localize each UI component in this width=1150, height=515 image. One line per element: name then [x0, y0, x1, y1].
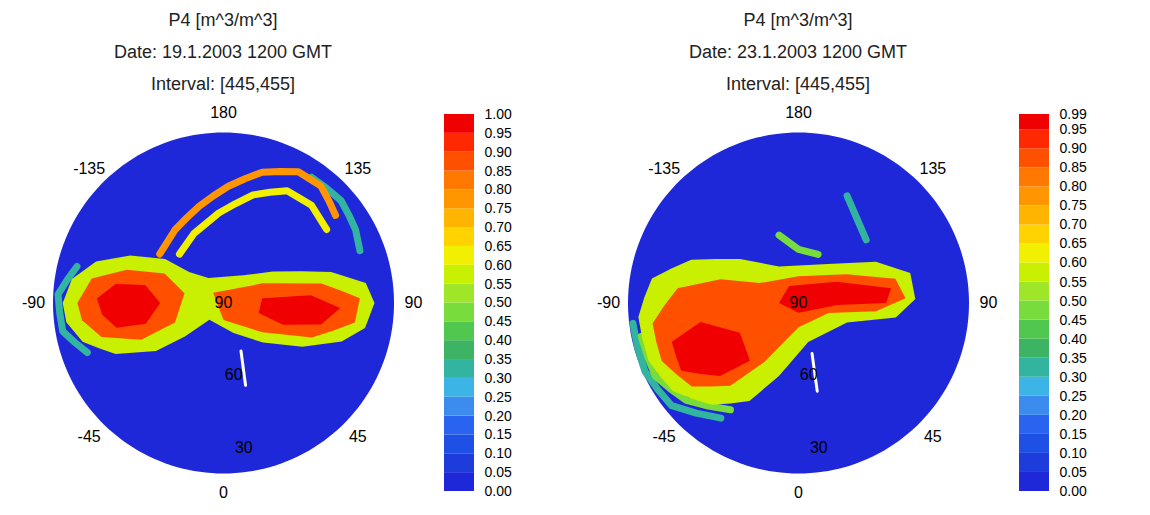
svg-text:-135: -135 [73, 160, 105, 177]
svg-text:0.65: 0.65 [1060, 235, 1087, 251]
html-text:Date: 23.1.2003 1200 GMT: Date: 23.1.2003 1200 GMT [688, 42, 908, 62]
svg-text:-135: -135 [648, 160, 680, 177]
svg-text:0.30: 0.30 [1060, 369, 1087, 385]
svg-text:60: 60 [225, 366, 243, 383]
html-text:P4 [m^3/m^3]: P4 [m^3/m^3] [743, 10, 853, 30]
svg-text:0.00: 0.00 [1060, 483, 1087, 499]
svg-text:0.70: 0.70 [485, 219, 512, 235]
svg-text:0.15: 0.15 [485, 426, 512, 442]
svg-text:90: 90 [790, 294, 808, 311]
svg-text:0.35: 0.35 [485, 351, 512, 367]
html-text:Interval: [445,455]: Interval: [445,455] [725, 74, 870, 94]
svg-text:90: 90 [980, 294, 998, 311]
svg-text:180: 180 [210, 104, 237, 121]
svg-text:0.85: 0.85 [485, 163, 512, 179]
svg-text:0.60: 0.60 [1060, 254, 1087, 270]
svg-text:-45: -45 [78, 428, 101, 445]
svg-text:0.55: 0.55 [485, 276, 512, 292]
svg-text:0.90: 0.90 [485, 144, 512, 160]
svg-text:-90: -90 [22, 294, 45, 311]
svg-text:0.25: 0.25 [485, 389, 512, 405]
svg-text:0.25: 0.25 [1060, 388, 1087, 404]
svg-text:0.65: 0.65 [485, 238, 512, 254]
svg-text:0.80: 0.80 [485, 181, 512, 197]
svg-text:0: 0 [219, 484, 228, 501]
svg-text:0.90: 0.90 [1060, 140, 1087, 156]
svg-text:0.99: 0.99 [1060, 106, 1087, 122]
svg-text:135: 135 [919, 160, 946, 177]
svg-text:0.15: 0.15 [1060, 426, 1087, 442]
svg-text:90: 90 [215, 294, 233, 311]
svg-text:0.10: 0.10 [1060, 445, 1087, 461]
html-text:Date: 19.1.2003 1200 GMT: Date: 19.1.2003 1200 GMT [113, 42, 333, 62]
svg-text:30: 30 [810, 439, 828, 456]
svg-text:-45: -45 [653, 428, 676, 445]
svg-text:0.95: 0.95 [485, 125, 512, 141]
svg-text:180: 180 [785, 104, 812, 121]
svg-text:0: 0 [794, 484, 803, 501]
svg-text:30: 30 [235, 439, 253, 456]
svg-text:0.70: 0.70 [1060, 216, 1087, 232]
svg-text:0.05: 0.05 [1060, 464, 1087, 480]
svg-text:60: 60 [800, 366, 818, 383]
svg-text:0.10: 0.10 [485, 445, 512, 461]
svg-text:90: 90 [405, 294, 423, 311]
svg-text:0.20: 0.20 [485, 408, 512, 424]
svg-text:0.80: 0.80 [1060, 178, 1087, 194]
svg-text:0.60: 0.60 [485, 257, 512, 273]
svg-text:0.20: 0.20 [1060, 407, 1087, 423]
svg-text:0.75: 0.75 [485, 200, 512, 216]
html-text:Interval: [445,455]: Interval: [445,455] [150, 74, 295, 94]
svg-text:135: 135 [344, 160, 371, 177]
svg-text:45: 45 [349, 428, 367, 445]
html-text:P4 [m^3/m^3]: P4 [m^3/m^3] [168, 10, 278, 30]
svg-text:0.40: 0.40 [1060, 331, 1087, 347]
svg-text:-90: -90 [597, 294, 620, 311]
svg-text:45: 45 [924, 428, 942, 445]
svg-text:0.45: 0.45 [485, 313, 512, 329]
svg-text:0.55: 0.55 [1060, 274, 1087, 290]
svg-text:0.35: 0.35 [1060, 350, 1087, 366]
svg-text:0.50: 0.50 [1060, 293, 1087, 309]
svg-text:0.75: 0.75 [1060, 197, 1087, 213]
svg-text:0.95: 0.95 [1060, 121, 1087, 137]
svg-text:0.50: 0.50 [485, 294, 512, 310]
svg-text:0.00: 0.00 [485, 483, 512, 499]
svg-text:0.05: 0.05 [485, 464, 512, 480]
svg-text:0.85: 0.85 [1060, 159, 1087, 175]
svg-text:1.00: 1.00 [485, 106, 512, 122]
svg-text:0.40: 0.40 [485, 332, 512, 348]
svg-text:0.30: 0.30 [485, 370, 512, 386]
svg-text:0.45: 0.45 [1060, 312, 1087, 328]
